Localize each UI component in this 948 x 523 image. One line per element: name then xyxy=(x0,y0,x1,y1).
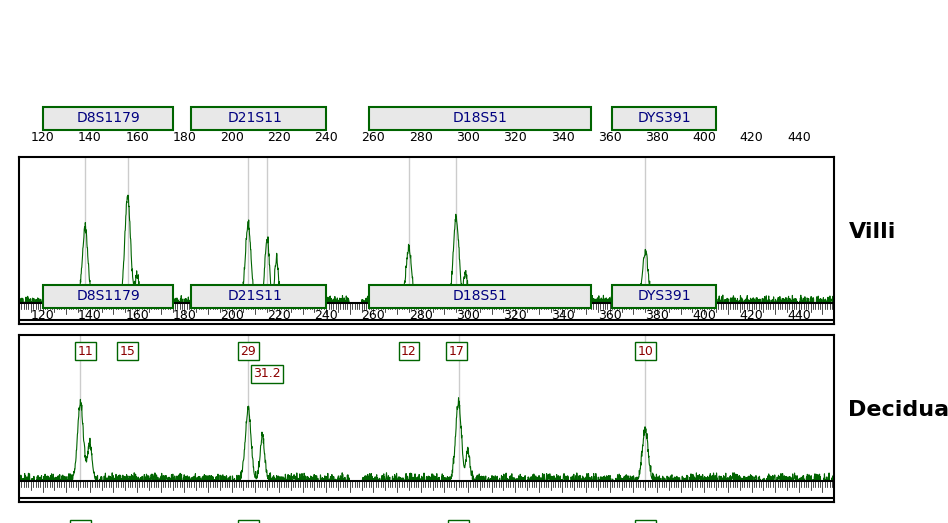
Text: 400: 400 xyxy=(692,309,716,322)
Text: 380: 380 xyxy=(645,309,669,322)
Text: 180: 180 xyxy=(173,131,196,144)
Text: 220: 220 xyxy=(267,309,291,322)
Text: 180: 180 xyxy=(173,309,196,322)
Text: 360: 360 xyxy=(598,131,622,144)
Text: 280: 280 xyxy=(409,309,432,322)
Text: D18S51: D18S51 xyxy=(452,111,507,126)
Text: 10: 10 xyxy=(637,345,653,358)
Text: 160: 160 xyxy=(125,131,149,144)
Text: 120: 120 xyxy=(30,309,54,322)
Text: 31.2: 31.2 xyxy=(253,368,281,380)
Text: 29: 29 xyxy=(240,345,256,358)
Text: DYS391: DYS391 xyxy=(637,111,691,126)
Text: 360: 360 xyxy=(598,309,622,322)
Text: Decidua: Decidua xyxy=(848,400,948,420)
Text: D8S1179: D8S1179 xyxy=(77,289,140,303)
Text: 140: 140 xyxy=(78,131,101,144)
Text: 320: 320 xyxy=(503,309,527,322)
Text: 300: 300 xyxy=(456,131,480,144)
Text: D21S11: D21S11 xyxy=(228,111,283,126)
Text: 340: 340 xyxy=(551,131,574,144)
Text: 140: 140 xyxy=(78,309,101,322)
Text: 240: 240 xyxy=(315,131,338,144)
Text: 380: 380 xyxy=(645,131,669,144)
Text: 420: 420 xyxy=(739,131,763,144)
Text: 260: 260 xyxy=(361,309,385,322)
Text: 15: 15 xyxy=(119,345,136,358)
Text: DYS391: DYS391 xyxy=(637,289,691,303)
Text: D18S51: D18S51 xyxy=(452,289,507,303)
Text: 400: 400 xyxy=(692,131,716,144)
Text: 220: 220 xyxy=(267,131,291,144)
Text: 260: 260 xyxy=(361,131,385,144)
Text: 160: 160 xyxy=(125,309,149,322)
Text: 440: 440 xyxy=(787,131,811,144)
Text: 440: 440 xyxy=(787,309,811,322)
Text: 420: 420 xyxy=(739,309,763,322)
Text: 17: 17 xyxy=(448,345,465,358)
Text: 280: 280 xyxy=(409,131,432,144)
Text: D8S1179: D8S1179 xyxy=(77,111,140,126)
Text: 11: 11 xyxy=(77,345,93,358)
Text: 300: 300 xyxy=(456,309,480,322)
Text: 340: 340 xyxy=(551,309,574,322)
Text: 120: 120 xyxy=(30,131,54,144)
Text: 200: 200 xyxy=(220,131,244,144)
Text: Villi: Villi xyxy=(848,222,896,242)
Text: 320: 320 xyxy=(503,131,527,144)
Text: D21S11: D21S11 xyxy=(228,289,283,303)
Text: 240: 240 xyxy=(315,309,338,322)
Text: 12: 12 xyxy=(401,345,417,358)
Text: 200: 200 xyxy=(220,309,244,322)
